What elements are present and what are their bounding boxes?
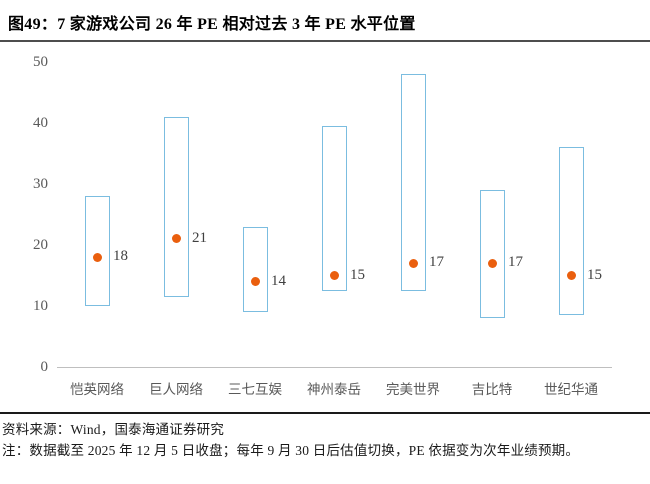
- y-axis-tick-label: 30: [33, 176, 48, 192]
- x-axis-baseline: [57, 367, 612, 368]
- pe-range-bar: [558, 147, 584, 316]
- pe-value-label: 17: [429, 254, 444, 271]
- pe-value-label: 21: [192, 229, 207, 246]
- pe-dot-marker: [329, 271, 339, 280]
- pe-value-label: 15: [350, 266, 365, 283]
- x-axis-category-label: 世纪华通: [544, 382, 598, 397]
- pe-dot-marker: [250, 277, 260, 287]
- pe-range-bar: [321, 126, 347, 291]
- x-axis-category-label: 三七互娱: [228, 382, 282, 397]
- y-axis-tick-label: 40: [33, 115, 48, 131]
- pe-dot-marker: [408, 258, 418, 268]
- x-axis-category-label: 巨人网络: [149, 382, 203, 397]
- footer-divider: [0, 412, 650, 414]
- title-divider: [0, 40, 650, 42]
- pe-dot-marker: [487, 258, 497, 268]
- note-line: 注：数据截至 2025 年 12 月 5 日收盘；每年 9 月 30 日后估值切…: [2, 443, 580, 458]
- y-axis-tick-label: 50: [33, 54, 48, 70]
- pe-range-bar: [163, 116, 189, 297]
- pe-range-chart: 0 10 20 30 40 50 18 恺英网络 21 巨人网络 14 三七互娱 15 神州泰岳 17 完美世…: [0, 47, 650, 405]
- pe-value-label: 15: [587, 266, 602, 283]
- pe-range-bar: [84, 196, 110, 306]
- x-axis-category-label: 吉比特: [471, 382, 513, 397]
- pe-value-label: 14: [271, 272, 286, 289]
- pe-value-label: 17: [508, 254, 523, 271]
- pe-dot-marker: [171, 234, 181, 244]
- y-axis-tick-label: 20: [33, 237, 48, 253]
- y-axis-tick-label: 0: [40, 359, 49, 375]
- pe-value-label: 18: [113, 248, 128, 265]
- y-axis-tick-label: 10: [33, 298, 48, 314]
- pe-dot-marker: [92, 252, 102, 262]
- x-axis-category-label: 神州泰岳: [307, 382, 361, 397]
- pe-range-bar: [242, 226, 268, 313]
- pe-range-bar: [479, 190, 505, 319]
- x-axis-category-label: 恺英网络: [70, 382, 124, 397]
- figure-title: 图49：7 家游戏公司 26 年 PE 相对过去 3 年 PE 水平位置: [8, 16, 416, 33]
- pe-dot-marker: [566, 271, 576, 280]
- source-line: 资料来源：Wind，国泰海通证券研究: [2, 422, 225, 437]
- x-axis-category-label: 完美世界: [386, 382, 440, 397]
- pe-range-bar: [400, 74, 426, 291]
